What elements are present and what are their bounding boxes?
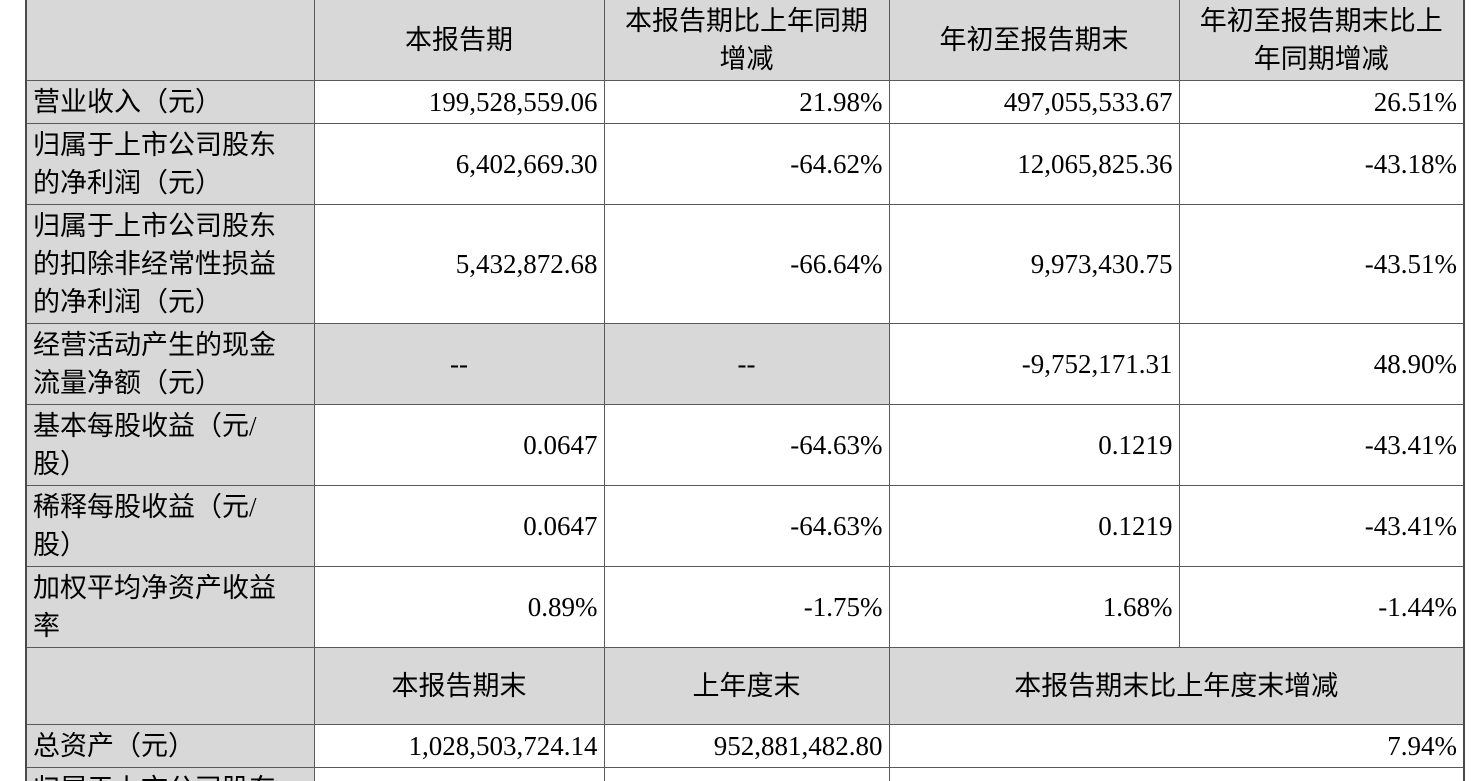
value-cell-na: -- xyxy=(603,323,890,405)
header-corner-cell xyxy=(25,647,315,725)
value-cell: -64.63% xyxy=(603,404,890,486)
table-header-row-period: 本报告期 本报告期比上年同期 增减 年初至报告期末 年初至报告期末比上 年同期增… xyxy=(25,0,1465,81)
value-cell: -64.62% xyxy=(603,123,890,205)
value-cell: -9,752,171.31 xyxy=(888,323,1180,405)
value-cell: 0.1219 xyxy=(888,485,1180,567)
value-cell: 9,973,430.75 xyxy=(888,204,1180,324)
value-cell: -43.41% xyxy=(1178,404,1465,486)
table-row-total-assets: 总资产（元） 1,028,503,724.14 952,881,482.80 7… xyxy=(25,724,1465,768)
column-header-current-period: 本报告期 xyxy=(313,0,605,81)
value-cell: 0.0647 xyxy=(313,404,605,486)
value-cell: 5,432,872.68 xyxy=(313,204,605,324)
value-cell: -64.63% xyxy=(603,485,890,567)
value-cell: 1.68% xyxy=(888,566,1180,648)
value-cell: -1.44% xyxy=(1178,566,1465,648)
value-cell: 12,065,825.36 xyxy=(888,123,1180,205)
value-cell: 497,055,533.67 xyxy=(888,80,1180,124)
row-label: 稀释每股收益（元/ 股） xyxy=(25,485,315,567)
row-label: 加权平均净资产收益 率 xyxy=(25,566,315,648)
table-row-operating-cash-flow: 经营活动产生的现金 流量净额（元） -- -- -9,752,171.31 48… xyxy=(25,323,1465,405)
value-cell: 713,719,605.09 xyxy=(603,767,890,781)
value-cell: 952,881,482.80 xyxy=(603,724,890,768)
value-cell: -43.51% xyxy=(1178,204,1465,324)
table-header-row-period-end: 本报告期末 上年度末 本报告期末比上年度末增减 xyxy=(25,647,1465,725)
row-label: 归属于上市公司股东 的净利润（元） xyxy=(25,123,315,205)
value-cell: -66.64% xyxy=(603,204,890,324)
table-row-basic-eps: 基本每股收益（元/ 股） 0.0647 -64.63% 0.1219 -43.4… xyxy=(25,404,1465,486)
value-cell: 0.89% xyxy=(313,566,605,648)
value-cell: -43.18% xyxy=(1178,123,1465,205)
column-header-ytd: 年初至报告期末 xyxy=(888,0,1180,81)
table-row-weighted-roe: 加权平均净资产收益 率 0.89% -1.75% 1.68% -1.44% xyxy=(25,566,1465,648)
table-row-net-profit-excl-nonrecurring: 归属于上市公司股东 的扣除非经常性损益 的净利润（元） 5,432,872.68… xyxy=(25,204,1465,324)
row-label: 归属于上市公司股东 的所有者权益（元） xyxy=(25,767,315,781)
row-label: 归属于上市公司股东 的扣除非经常性损益 的净利润（元） xyxy=(25,204,315,324)
value-cell: 1,028,503,724.14 xyxy=(313,724,605,768)
column-header-yoy-change: 本报告期比上年同期 增减 xyxy=(603,0,890,81)
row-label: 总资产（元） xyxy=(25,724,315,768)
value-cell: 199,528,559.06 xyxy=(313,80,605,124)
value-cell: -1.75% xyxy=(603,566,890,648)
value-cell-na: -- xyxy=(313,323,605,405)
value-cell: 0.1219 xyxy=(888,404,1180,486)
row-label: 经营活动产生的现金 流量净额（元） xyxy=(25,323,315,405)
value-cell: 21.98% xyxy=(603,80,890,124)
row-label: 营业收入（元） xyxy=(25,80,315,124)
value-cell: 0.0647 xyxy=(313,485,605,567)
value-cell: -43.41% xyxy=(1178,485,1465,567)
table-row-owners-equity: 归属于上市公司股东 的所有者权益（元） 720,545,355.58 713,7… xyxy=(25,767,1465,781)
value-cell: 26.51% xyxy=(1178,80,1465,124)
row-label: 基本每股收益（元/ 股） xyxy=(25,404,315,486)
value-cell: 48.90% xyxy=(1178,323,1465,405)
value-cell: 6,402,669.30 xyxy=(313,123,605,205)
header-corner-cell xyxy=(25,0,315,81)
financial-summary-table: 本报告期 本报告期比上年同期 增减 年初至报告期末 年初至报告期末比上 年同期增… xyxy=(25,0,1465,781)
column-header-period-end: 本报告期末 xyxy=(313,647,605,725)
column-header-ytd-yoy-change: 年初至报告期末比上 年同期增减 xyxy=(1178,0,1465,81)
table-row-revenue: 营业收入（元） 199,528,559.06 21.98% 497,055,53… xyxy=(25,80,1465,124)
table-row-net-profit: 归属于上市公司股东 的净利润（元） 6,402,669.30 -64.62% 1… xyxy=(25,123,1465,205)
column-header-prior-year-end: 上年度末 xyxy=(603,647,890,725)
column-header-change-vs-prior-year-end: 本报告期末比上年度末增减 xyxy=(888,647,1465,725)
value-cell-merged: 7.94% xyxy=(888,724,1465,768)
value-cell-merged: 0.96% xyxy=(888,767,1465,781)
value-cell: 720,545,355.58 xyxy=(313,767,605,781)
table-row-diluted-eps: 稀释每股收益（元/ 股） 0.0647 -64.63% 0.1219 -43.4… xyxy=(25,485,1465,567)
